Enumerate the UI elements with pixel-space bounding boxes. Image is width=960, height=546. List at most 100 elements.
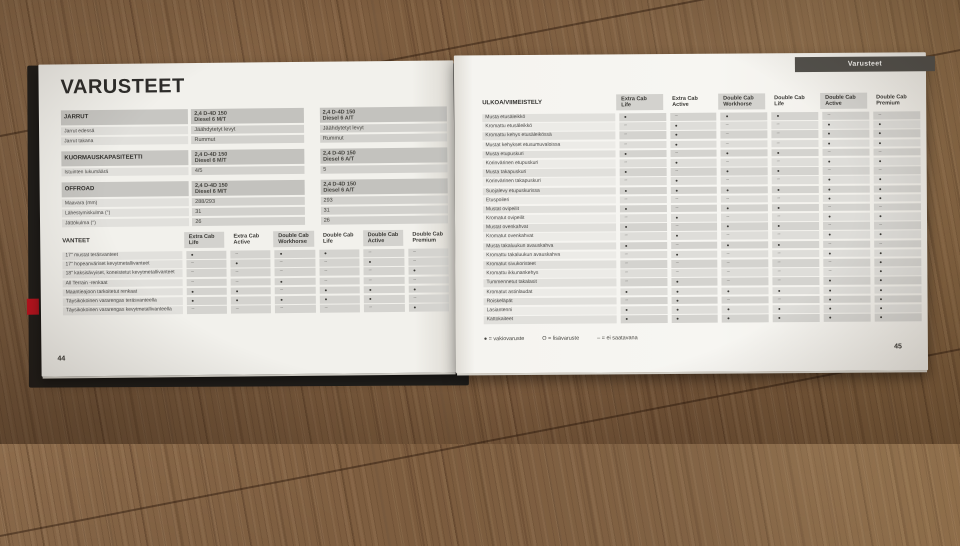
availability-cell: – xyxy=(319,258,360,267)
grade-column-header: Double Cab Life xyxy=(322,231,354,245)
row-label: Jarrut takana xyxy=(61,136,189,146)
availability-symbol: – xyxy=(412,248,416,255)
availability-cell: ● xyxy=(669,140,717,149)
availability-symbol: – xyxy=(828,222,832,229)
availability-symbol: – xyxy=(413,294,417,301)
availability-cell: ● xyxy=(671,314,719,323)
availability-cell: – xyxy=(721,277,769,286)
availability-cell: ● xyxy=(619,186,667,195)
availability-cell: – xyxy=(874,221,922,230)
availability-cell: – xyxy=(364,303,405,312)
availability-cell: – xyxy=(275,286,316,295)
row-label: 18" kaksisävyiset, koneistetut kevytmeta… xyxy=(62,269,183,279)
availability-cell: ● xyxy=(874,294,922,303)
availability-cell: ● xyxy=(670,250,718,259)
availability-cell: ● xyxy=(185,250,227,259)
availability-symbol: – xyxy=(777,213,781,220)
availability-symbol: – xyxy=(777,277,781,284)
availability-cell: ● xyxy=(618,113,666,121)
availability-symbol: ● xyxy=(675,187,679,193)
availability-cell: ● xyxy=(771,111,819,120)
availability-symbol: ● xyxy=(726,205,730,211)
section-header: KUORMAUSKAPASITEETTI xyxy=(61,150,189,167)
table-row: Jarrut takana Rummut Rummut xyxy=(61,133,448,146)
grade-column-header: Double Cab Premium xyxy=(876,93,907,107)
availability-symbol: ● xyxy=(676,306,679,312)
availability-symbol: – xyxy=(369,304,372,311)
availability-cell: ● xyxy=(772,304,820,313)
availability-cell: – xyxy=(670,149,718,158)
availability-symbol: ● xyxy=(827,177,831,183)
availability-symbol: – xyxy=(725,121,729,128)
availability-cell: – xyxy=(408,257,449,266)
availability-symbol: ● xyxy=(624,224,628,230)
availability-symbol: ● xyxy=(625,288,628,294)
availability-symbol: – xyxy=(828,258,832,265)
availability-cell: – xyxy=(274,258,316,267)
availability-cell: ● xyxy=(274,249,316,258)
availability-cell: – xyxy=(822,148,870,157)
availability-symbol: – xyxy=(828,268,832,275)
availability-symbol: – xyxy=(776,158,780,165)
availability-symbol: – xyxy=(413,276,417,283)
availability-cell: – xyxy=(230,268,271,277)
availability-symbol: ● xyxy=(191,297,195,304)
availability-cell: – xyxy=(721,194,769,203)
row-label: Jarrut edessä xyxy=(61,126,189,136)
availability-symbol: – xyxy=(368,267,372,274)
availability-symbol: – xyxy=(368,276,372,283)
availability-symbol: – xyxy=(624,177,628,184)
availability-cell: – xyxy=(772,249,820,258)
legend-optional: O = lisävaruste xyxy=(542,335,580,342)
availability-symbol: – xyxy=(324,258,328,265)
availability-cell: ● xyxy=(363,258,405,267)
availability-symbol: ● xyxy=(279,278,283,284)
availability-cell: – xyxy=(619,158,667,167)
row-label: Mustat ovenkahvat xyxy=(483,223,616,233)
availability-symbol: ● xyxy=(235,297,239,303)
availability-cell: ● xyxy=(823,276,871,285)
availability-cell: – xyxy=(771,157,819,166)
availability-cell: – xyxy=(670,167,718,176)
availability-symbol: ● xyxy=(676,288,679,294)
availability-cell: ● xyxy=(771,148,819,157)
availability-symbol: – xyxy=(726,232,730,239)
availability-cell: ● xyxy=(823,194,870,203)
availability-symbol: ● xyxy=(777,186,780,192)
availability-symbol: – xyxy=(191,278,194,285)
availability-cell: ● xyxy=(620,287,668,296)
availability-symbol: – xyxy=(279,259,283,266)
row-label: Kromattu takaluukun avauskahva xyxy=(483,251,616,260)
availability-symbol: ● xyxy=(879,259,883,265)
availability-symbol: – xyxy=(726,158,729,165)
availability-cell: – xyxy=(721,250,769,259)
availability-cell: ● xyxy=(186,287,227,296)
row-label: Kromattu etusäleikkö xyxy=(482,122,616,132)
engine-column-header: 2,4 D-4D 150 Diesel 6 A/T xyxy=(319,147,448,164)
availability-symbol: ● xyxy=(777,241,781,247)
availability-cell: ● xyxy=(873,120,921,129)
value-cell: 26 xyxy=(192,216,305,227)
availability-symbol: – xyxy=(413,257,416,264)
availability-symbol: ● xyxy=(624,206,628,212)
availability-cell: ● xyxy=(671,287,718,296)
availability-symbol: – xyxy=(280,286,283,293)
availability-cell: – xyxy=(670,259,718,268)
availability-cell: ● xyxy=(823,212,871,221)
row-label: Täysikokoinen vararengas kevytmetallivan… xyxy=(62,306,183,316)
availability-symbol: ● xyxy=(827,186,831,192)
availability-symbol: – xyxy=(827,166,831,174)
availability-cell: – xyxy=(186,305,227,314)
availability-cell: ● xyxy=(670,158,718,167)
availability-symbol: – xyxy=(726,268,730,275)
availability-symbol: ● xyxy=(624,151,627,157)
availability-cell: ● xyxy=(873,138,921,147)
availability-symbol: ● xyxy=(827,122,831,128)
availability-symbol: – xyxy=(726,277,730,284)
availability-symbol: ● xyxy=(324,296,328,302)
section-header: OFFROAD xyxy=(61,181,190,198)
row-label: Mustat kehykset etusumuvaloissa xyxy=(482,140,616,150)
availability-symbol: – xyxy=(625,269,628,276)
availability-cell: ● xyxy=(874,212,922,221)
availability-cell: – xyxy=(772,277,820,286)
